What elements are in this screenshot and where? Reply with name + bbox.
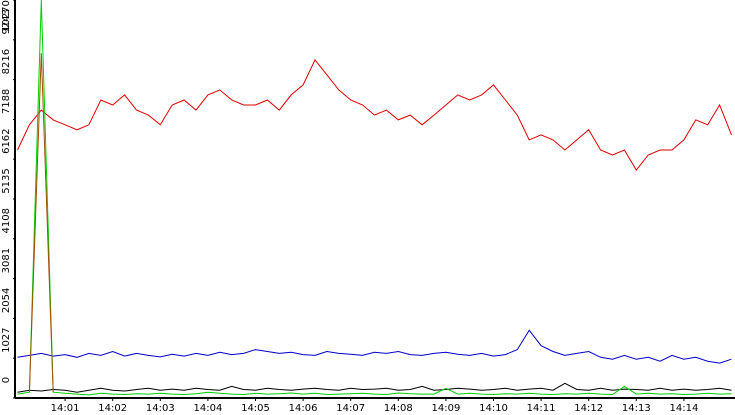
series-line xyxy=(17,329,732,364)
y-tick-label: 4108 xyxy=(1,208,12,233)
x-tick-label: 14:01 xyxy=(51,403,80,414)
series-line xyxy=(17,58,732,171)
y-tick-label: 6162 xyxy=(1,128,12,153)
x-tick-label: 14:06 xyxy=(289,403,318,414)
x-tick-label: 14:02 xyxy=(98,403,127,414)
x-tick-label: 14:08 xyxy=(384,403,413,414)
x-tick-label: 14:07 xyxy=(336,403,365,414)
y-tick-label: 1027 xyxy=(1,327,12,352)
y-tick-label: 10270 xyxy=(1,0,12,32)
y-tick-label: 5135 xyxy=(1,168,12,193)
series-line xyxy=(28,53,54,393)
y-tick-label: 7188 xyxy=(1,89,12,114)
series-line xyxy=(17,0,732,396)
series-line xyxy=(17,382,732,393)
x-tick-label: 14:03 xyxy=(146,403,175,414)
x-tick-label: 14:10 xyxy=(479,403,508,414)
y-tick-label: 0 xyxy=(1,377,12,383)
y-tick-label: 3081 xyxy=(1,248,12,273)
x-tick-label: 14:12 xyxy=(574,403,603,414)
x-tick-label: 14:09 xyxy=(431,403,460,414)
x-tick-label: 14:04 xyxy=(193,403,222,414)
y-tick-label: 2054 xyxy=(1,288,12,313)
x-tick-label: 14:13 xyxy=(622,403,651,414)
x-tick-label: 14:11 xyxy=(527,403,556,414)
y-tick-label: 8216 xyxy=(1,49,12,74)
x-tick-label: 14:14 xyxy=(669,403,698,414)
y-tick-label: 9243 xyxy=(1,9,12,34)
x-tick-label: 14:05 xyxy=(241,403,270,414)
